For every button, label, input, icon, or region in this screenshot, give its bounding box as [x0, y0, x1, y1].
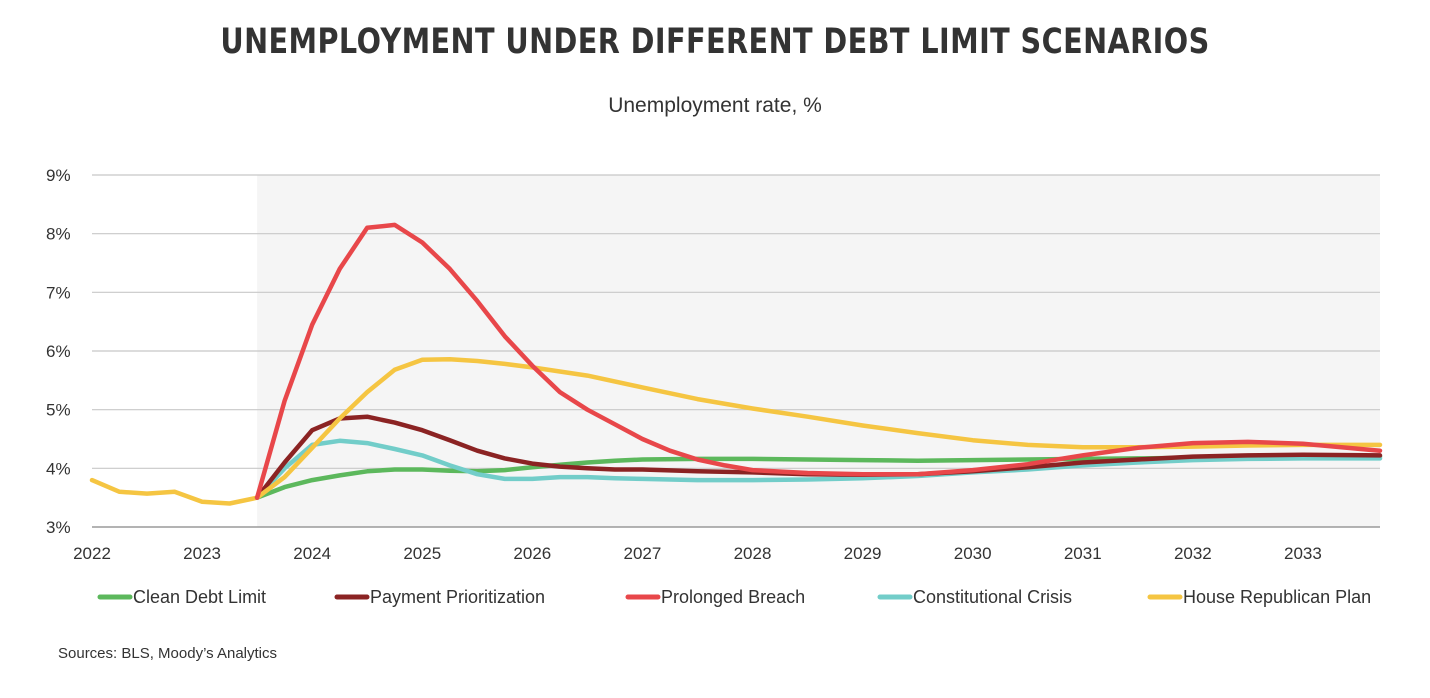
legend-label: Payment Prioritization: [370, 587, 545, 607]
y-tick-label: 4%: [46, 459, 71, 478]
x-tick-label: 2026: [513, 544, 551, 563]
series-line-prolonged-breach: [254, 222, 1383, 500]
gridlines: [92, 174, 1380, 528]
series-line-clean-debt-limit: [254, 454, 1383, 500]
chart-title: UNEMPLOYMENT UNDER DIFFERENT DEBT LIMIT …: [220, 22, 1210, 62]
x-tick-label: 2022: [73, 544, 111, 563]
legend-label: House Republican Plan: [1183, 587, 1371, 607]
y-tick-label: 7%: [46, 283, 71, 302]
legend-label: Prolonged Breach: [661, 587, 805, 607]
x-tick-label: 2033: [1284, 544, 1322, 563]
y-tick-label: 8%: [46, 225, 71, 244]
chart-subtitle: Unemployment rate, %: [608, 94, 822, 117]
legend: Clean Debt Limit Payment Prioritization Pr…: [97, 587, 1371, 607]
x-tick-label: 2030: [954, 544, 992, 563]
series-lines: [89, 222, 1383, 506]
y-tick-label: 3%: [46, 518, 71, 537]
legend-label: Clean Debt Limit: [133, 587, 266, 607]
y-tick-label: 5%: [46, 401, 71, 420]
x-tick-label: 2028: [734, 544, 772, 563]
x-tick-label: 2032: [1174, 544, 1212, 563]
y-tick-label: 9%: [46, 166, 71, 185]
x-tick-label: 2024: [293, 544, 331, 563]
x-tick-label: 2023: [183, 544, 221, 563]
x-tick-label: 2025: [403, 544, 441, 563]
y-axis-ticks: 3% 4% 5% 6% 7% 8% 9%: [46, 166, 71, 537]
x-axis-ticks: 2022 2023 2024 2025 2026 2027 2028 2029 2030 2031…: [73, 544, 1322, 563]
x-tick-label: 2029: [844, 544, 882, 563]
x-tick-label: 2027: [624, 544, 662, 563]
source-note: Sources: BLS, Moody’s Analytics: [58, 645, 277, 662]
legend-label: Constitutional Crisis: [913, 587, 1072, 607]
y-tick-label: 6%: [46, 342, 71, 361]
series-line-constitutional-crisis: [254, 438, 1383, 500]
x-tick-label: 2031: [1064, 544, 1102, 563]
series-line-history: [89, 477, 260, 506]
series-line-payment-prioritization: [254, 414, 1383, 500]
